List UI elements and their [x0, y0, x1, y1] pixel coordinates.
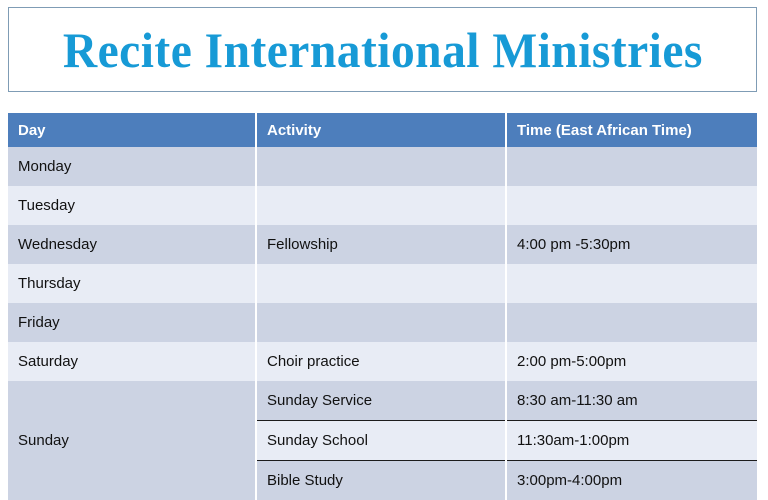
cell-activity: Bible Study	[256, 461, 506, 500]
page-title: Recite International Ministries	[62, 25, 702, 75]
cell-activity	[256, 186, 506, 225]
cell-time: 11:30am-1:00pm	[506, 421, 757, 461]
cell-day: Wednesday	[8, 225, 256, 264]
column-header-time: Time (East African Time)	[506, 113, 757, 147]
title-banner: Recite International Ministries	[8, 7, 757, 92]
cell-activity	[256, 147, 506, 186]
table-row: Tuesday	[8, 186, 757, 225]
cell-activity: Fellowship	[256, 225, 506, 264]
cell-time	[506, 303, 757, 342]
cell-time: 3:00pm-4:00pm	[506, 461, 757, 500]
cell-time	[506, 147, 757, 186]
table-row: Saturday Choir practice 2:00 pm-5:00pm	[8, 342, 757, 381]
cell-time	[506, 264, 757, 303]
schedule-table-wrapper: Day Activity Time (East African Time) Mo…	[8, 113, 757, 500]
cell-time: 2:00 pm-5:00pm	[506, 342, 757, 381]
cell-time: 4:00 pm -5:30pm	[506, 225, 757, 264]
table-body: Monday Tuesday Wednesday Fellowship 4:00…	[8, 147, 757, 500]
cell-time	[506, 186, 757, 225]
cell-day: Saturday	[8, 342, 256, 381]
column-header-day: Day	[8, 113, 256, 147]
table-row: Friday	[8, 303, 757, 342]
table-row: Thursday	[8, 264, 757, 303]
table-header: Day Activity Time (East African Time)	[8, 113, 757, 147]
cell-activity	[256, 264, 506, 303]
table-row: Wednesday Fellowship 4:00 pm -5:30pm	[8, 225, 757, 264]
cell-day: Monday	[8, 147, 256, 186]
column-header-activity: Activity	[256, 113, 506, 147]
cell-activity: Sunday School	[256, 421, 506, 461]
table-row: Monday	[8, 147, 757, 186]
cell-activity: Choir practice	[256, 342, 506, 381]
cell-day: Tuesday	[8, 186, 256, 225]
cell-activity: Sunday Service	[256, 381, 506, 421]
table-row-sunday-service: Sunday Sunday Service 8:30 am-11:30 am	[8, 381, 757, 421]
cell-day-sunday: Sunday	[8, 381, 256, 500]
cell-time: 8:30 am-11:30 am	[506, 381, 757, 421]
schedule-table: Day Activity Time (East African Time) Mo…	[8, 113, 757, 500]
cell-activity	[256, 303, 506, 342]
header-row: Day Activity Time (East African Time)	[8, 113, 757, 147]
cell-day: Friday	[8, 303, 256, 342]
cell-day: Thursday	[8, 264, 256, 303]
